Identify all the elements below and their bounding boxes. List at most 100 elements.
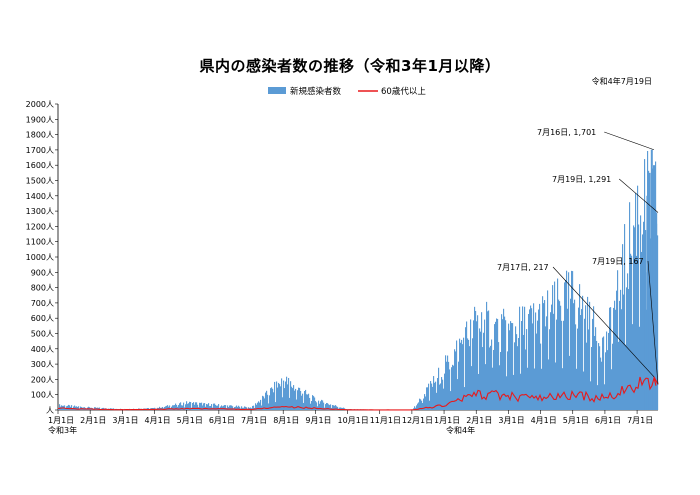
daily-bar	[527, 367, 529, 410]
daily-bar	[504, 316, 506, 410]
daily-bar	[513, 374, 515, 410]
daily-bar	[235, 406, 237, 410]
daily-bar	[417, 403, 419, 410]
daily-bar	[416, 405, 418, 410]
daily-bar	[177, 406, 179, 410]
daily-bar	[270, 388, 272, 410]
daily-bar	[545, 326, 547, 410]
daily-bar	[626, 287, 628, 410]
daily-bar	[489, 347, 491, 410]
daily-bar	[605, 352, 607, 410]
daily-bar	[229, 405, 231, 410]
daily-bar	[624, 224, 626, 410]
y-tick-label: 1300人	[26, 207, 54, 216]
daily-bar	[599, 346, 601, 410]
daily-bar	[586, 342, 588, 410]
daily-bar	[305, 389, 307, 410]
daily-bar	[499, 365, 501, 410]
daily-bar	[617, 270, 619, 410]
daily-bar	[99, 407, 101, 410]
daily-bar	[221, 405, 223, 410]
daily-bar	[250, 407, 252, 410]
daily-bar	[422, 402, 424, 410]
daily-bar	[614, 300, 616, 410]
daily-bar	[441, 377, 443, 410]
daily-bar	[578, 307, 580, 410]
daily-bar	[231, 405, 233, 410]
daily-bar	[262, 395, 264, 410]
daily-bar	[458, 361, 460, 410]
y-tick-label: 1500人	[26, 177, 54, 186]
daily-bar	[511, 323, 513, 410]
daily-bar	[293, 385, 295, 410]
daily-bar	[479, 328, 481, 410]
daily-bar	[438, 367, 440, 410]
daily-bar	[276, 381, 278, 410]
daily-bar	[244, 406, 246, 410]
daily-bar	[154, 407, 156, 410]
daily-bar	[186, 401, 188, 410]
daily-bar	[519, 306, 521, 410]
daily-bar	[274, 381, 276, 410]
daily-bar	[285, 381, 287, 410]
spike-bar	[642, 284, 644, 410]
daily-bar	[182, 405, 184, 410]
daily-bar	[418, 402, 420, 410]
x-tick-label: 4月1日	[531, 416, 557, 425]
daily-bar	[178, 405, 180, 410]
daily-bar	[224, 405, 226, 410]
x-tick-label: 6月1日	[595, 416, 621, 425]
daily-bar	[615, 309, 617, 410]
daily-bar	[203, 403, 205, 410]
daily-bar	[424, 394, 426, 410]
daily-bar	[430, 381, 432, 410]
daily-bar	[627, 273, 629, 410]
x-tick-label: 9月1日	[305, 416, 331, 425]
daily-bar	[443, 388, 445, 410]
x-tick-label: 10月1日	[338, 416, 369, 425]
daily-bar	[601, 361, 603, 410]
daily-bar	[516, 334, 518, 410]
daily-bar	[214, 403, 216, 410]
daily-bar	[508, 323, 510, 410]
daily-bar	[256, 404, 258, 410]
daily-bar	[245, 406, 247, 410]
daily-bar	[295, 388, 297, 410]
daily-bar	[280, 386, 282, 410]
daily-bar	[74, 405, 76, 410]
y-tick-label: 1900人	[26, 115, 54, 124]
daily-bar	[333, 405, 335, 410]
daily-bar	[188, 403, 190, 410]
daily-bar	[202, 405, 204, 410]
daily-bar	[505, 320, 507, 410]
daily-bar	[307, 394, 309, 410]
daily-bar	[616, 290, 618, 410]
daily-bar	[340, 407, 342, 410]
daily-bar	[278, 382, 280, 410]
daily-bar	[232, 406, 234, 410]
daily-bar	[574, 299, 576, 410]
daily-bar	[194, 404, 196, 410]
daily-bar	[557, 278, 559, 410]
daily-bar	[313, 396, 315, 410]
daily-bar	[542, 296, 544, 410]
y-tick-label: 1000人	[26, 253, 54, 262]
daily-bar	[228, 407, 230, 410]
daily-bar	[635, 192, 637, 410]
daily-bar	[494, 324, 496, 410]
daily-bar	[425, 396, 427, 410]
daily-bar	[470, 319, 472, 410]
daily-bar	[193, 402, 195, 410]
daily-bar	[174, 405, 176, 410]
daily-bar	[58, 408, 60, 410]
daily-bar	[506, 376, 508, 410]
daily-bar	[181, 405, 183, 410]
x-tick-label: 3月1日	[498, 416, 524, 425]
daily-bar	[241, 406, 243, 410]
daily-bar	[439, 384, 441, 410]
daily-bar	[329, 405, 331, 410]
daily-bar	[291, 386, 293, 410]
annotation-leader	[604, 131, 655, 151]
daily-bar	[621, 309, 623, 410]
